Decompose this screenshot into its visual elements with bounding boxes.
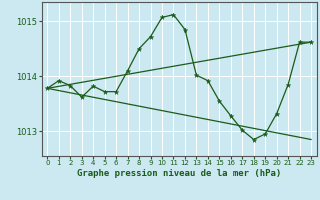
X-axis label: Graphe pression niveau de la mer (hPa): Graphe pression niveau de la mer (hPa) (77, 169, 281, 178)
